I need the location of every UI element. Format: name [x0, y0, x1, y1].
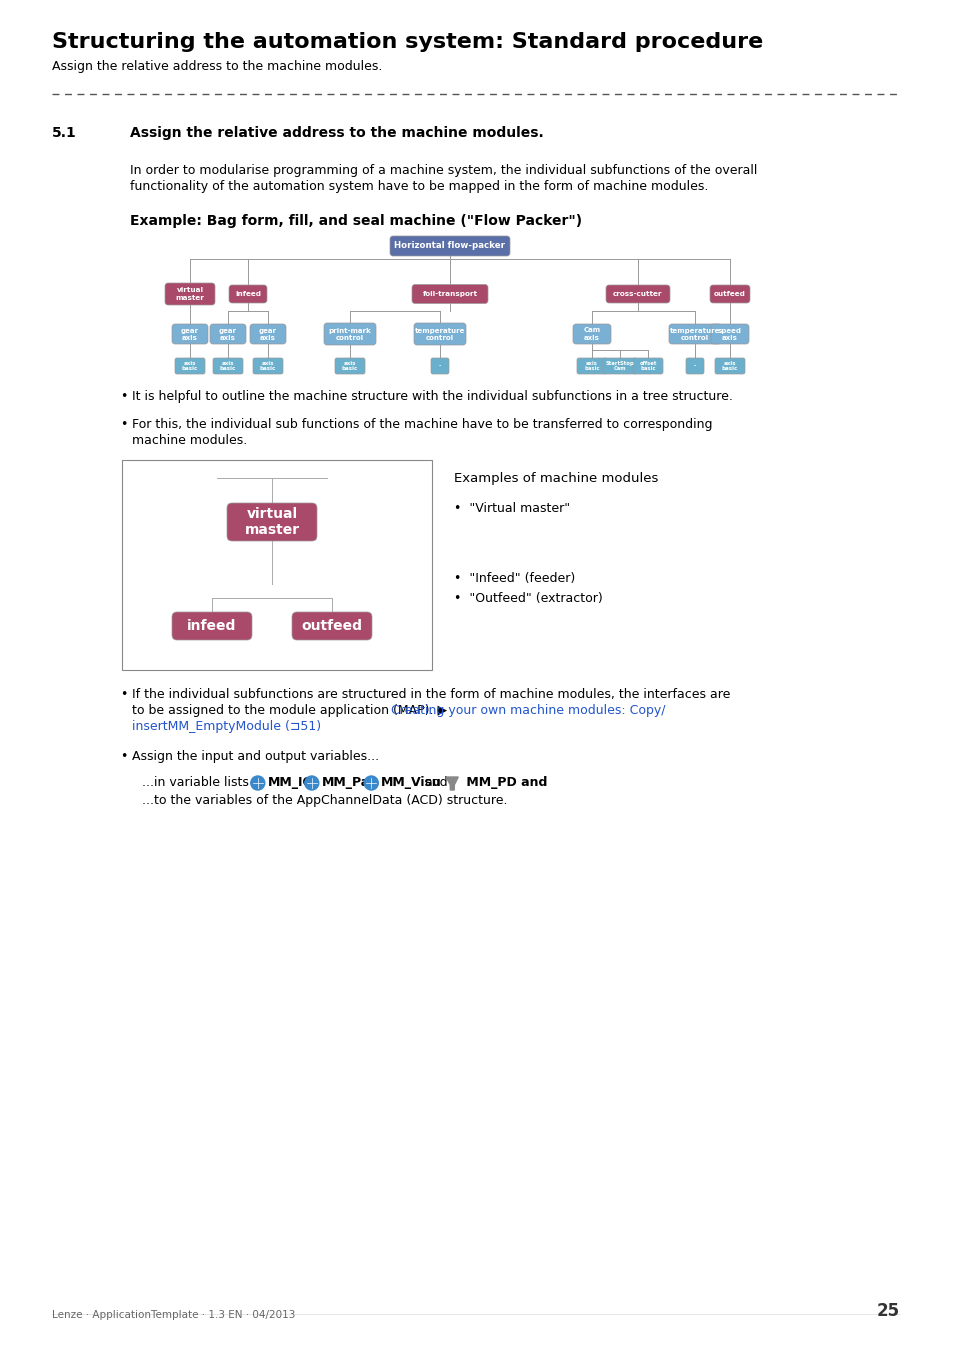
FancyBboxPatch shape	[633, 358, 662, 374]
FancyBboxPatch shape	[172, 324, 208, 344]
FancyBboxPatch shape	[709, 285, 749, 302]
Text: Assign the relative address to the machine modules.: Assign the relative address to the machi…	[130, 126, 543, 140]
Text: Creating your own machine modules: Copy/: Creating your own machine modules: Copy/	[391, 703, 665, 717]
FancyBboxPatch shape	[292, 612, 372, 640]
Text: axis
basic: axis basic	[219, 360, 236, 371]
Text: gear
axis: gear axis	[181, 328, 199, 340]
Text: print-mark
control: print-mark control	[328, 328, 371, 340]
Text: MM_IO,: MM_IO,	[268, 776, 318, 788]
Text: If the individual subfunctions are structured in the form of machine modules, th: If the individual subfunctions are struc…	[132, 688, 730, 701]
Text: Cam
axis: Cam axis	[583, 328, 600, 340]
Text: outfeed: outfeed	[713, 292, 745, 297]
Text: temperature
control: temperature control	[415, 328, 465, 340]
Text: •  "Infeed" (feeder): • "Infeed" (feeder)	[454, 572, 575, 585]
FancyBboxPatch shape	[253, 358, 283, 374]
Text: cross-cutter: cross-cutter	[613, 292, 662, 297]
FancyBboxPatch shape	[668, 324, 720, 344]
Text: MM_Visu: MM_Visu	[381, 776, 441, 788]
Text: Lenze · ApplicationTemplate · 1.3 EN · 04/2013: Lenze · ApplicationTemplate · 1.3 EN · 0…	[52, 1310, 295, 1320]
Text: infeed: infeed	[234, 292, 261, 297]
Text: •  "Virtual master": • "Virtual master"	[454, 502, 570, 514]
Text: •: •	[120, 418, 128, 431]
Text: StartStop
Cam: StartStop Cam	[605, 360, 634, 371]
Text: •: •	[120, 751, 128, 763]
Polygon shape	[446, 778, 457, 790]
FancyBboxPatch shape	[412, 285, 488, 304]
Text: temperature
control: temperature control	[669, 328, 720, 340]
Text: Examples of machine modules: Examples of machine modules	[454, 472, 658, 485]
Text: offset
basic: offset basic	[639, 360, 656, 371]
Text: functionality of the automation system have to be mapped in the form of machine : functionality of the automation system h…	[130, 180, 708, 193]
Circle shape	[251, 776, 265, 790]
Text: •: •	[120, 688, 128, 701]
FancyBboxPatch shape	[414, 323, 465, 346]
Text: and: and	[423, 776, 447, 788]
FancyBboxPatch shape	[335, 358, 365, 374]
FancyBboxPatch shape	[250, 324, 286, 344]
Text: gear
axis: gear axis	[258, 328, 276, 340]
Text: 5.1: 5.1	[52, 126, 76, 140]
Text: •  "Outfeed" (extractor): • "Outfeed" (extractor)	[454, 593, 602, 605]
FancyBboxPatch shape	[165, 284, 214, 305]
Text: -: -	[438, 363, 440, 369]
Text: For this, the individual sub functions of the machine have to be transferred to : For this, the individual sub functions o…	[132, 418, 712, 431]
Text: axis
basic: axis basic	[259, 360, 275, 371]
Text: •: •	[120, 390, 128, 404]
FancyBboxPatch shape	[324, 323, 375, 346]
Circle shape	[304, 776, 318, 790]
FancyBboxPatch shape	[390, 236, 510, 256]
Text: to be assigned to the module application (MAP). ▶: to be assigned to the module application…	[132, 703, 451, 717]
Text: axis
basic: axis basic	[721, 360, 738, 371]
Text: speed
axis: speed axis	[718, 328, 741, 340]
Text: virtual
master: virtual master	[244, 506, 299, 537]
FancyBboxPatch shape	[227, 504, 316, 541]
Text: insertMM_EmptyModule (⊐51): insertMM_EmptyModule (⊐51)	[132, 720, 321, 733]
Text: MM_Par,: MM_Par,	[321, 776, 378, 788]
FancyBboxPatch shape	[229, 285, 267, 302]
FancyBboxPatch shape	[577, 358, 606, 374]
Text: Assign the input and output variables...: Assign the input and output variables...	[132, 751, 378, 763]
Text: In order to modularise programming of a machine system, the individual subfuncti: In order to modularise programming of a …	[130, 163, 757, 177]
Text: MM_PD and: MM_PD and	[462, 776, 547, 788]
Text: Example: Bag form, fill, and seal machine ("Flow Packer"): Example: Bag form, fill, and seal machin…	[130, 215, 581, 228]
Text: ...in variable lists: ...in variable lists	[142, 776, 253, 788]
FancyBboxPatch shape	[174, 358, 205, 374]
Text: infeed: infeed	[187, 620, 236, 633]
Text: Structuring the automation system: Standard procedure: Structuring the automation system: Stand…	[52, 32, 762, 53]
FancyBboxPatch shape	[431, 358, 449, 374]
FancyBboxPatch shape	[122, 460, 432, 670]
Text: ...to the variables of the AppChannelData (ACD) structure.: ...to the variables of the AppChannelDat…	[142, 794, 507, 807]
FancyBboxPatch shape	[602, 358, 637, 374]
Text: -: -	[693, 363, 696, 369]
FancyBboxPatch shape	[714, 358, 744, 374]
Text: machine modules.: machine modules.	[132, 433, 247, 447]
FancyBboxPatch shape	[710, 324, 748, 344]
Circle shape	[364, 776, 378, 790]
Text: outfeed: outfeed	[301, 620, 362, 633]
FancyBboxPatch shape	[172, 612, 252, 640]
FancyBboxPatch shape	[605, 285, 669, 302]
FancyBboxPatch shape	[213, 358, 243, 374]
FancyBboxPatch shape	[685, 358, 703, 374]
Text: 25: 25	[876, 1301, 899, 1320]
Text: axis
basic: axis basic	[182, 360, 198, 371]
Text: foil-transport: foil-transport	[422, 292, 477, 297]
FancyBboxPatch shape	[573, 324, 610, 344]
Text: Assign the relative address to the machine modules.: Assign the relative address to the machi…	[52, 59, 382, 73]
Text: axis
basic: axis basic	[583, 360, 599, 371]
Text: gear
axis: gear axis	[219, 328, 236, 340]
Text: Horizontal flow-packer: Horizontal flow-packer	[395, 242, 505, 251]
Text: virtual
master: virtual master	[175, 288, 204, 301]
Text: It is helpful to outline the machine structure with the individual subfunctions : It is helpful to outline the machine str…	[132, 390, 732, 404]
FancyBboxPatch shape	[210, 324, 246, 344]
Text: axis
basic: axis basic	[341, 360, 357, 371]
